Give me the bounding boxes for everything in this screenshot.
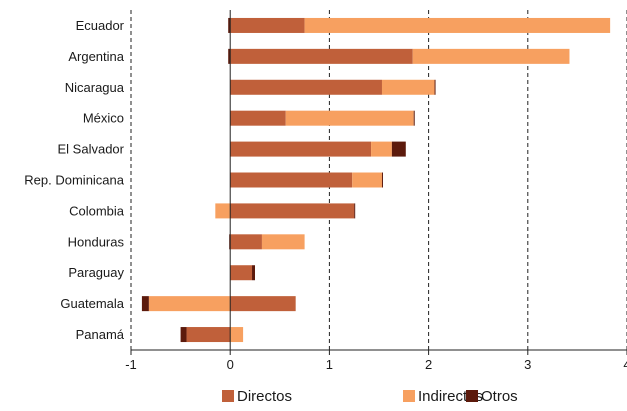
bar-nicaragua-directos bbox=[230, 79, 382, 95]
bar-honduras-directos bbox=[230, 234, 262, 250]
bar-argentina-directos bbox=[230, 48, 413, 64]
category-label-guatemala: Guatemala bbox=[60, 296, 124, 311]
x-tick-label-0: -1 bbox=[125, 357, 137, 372]
bar-mexico-directos bbox=[230, 110, 286, 126]
bar-panama-indirectos bbox=[230, 327, 244, 343]
bar-panama-directos bbox=[186, 327, 231, 343]
bar-panama-otros bbox=[180, 327, 187, 343]
legend-label-directos: Directos bbox=[237, 388, 292, 405]
bar-paraguay-otros bbox=[252, 265, 255, 281]
bar-colombia-otros bbox=[354, 203, 356, 219]
category-label-panama: Panamá bbox=[76, 327, 125, 342]
bar-mexico-indirectos bbox=[285, 110, 414, 126]
labels-layer: Ecuador Argentina Nicaragua México El Salvad… bbox=[24, 18, 627, 372]
bar-ecuador-indirectos bbox=[304, 17, 611, 33]
bar-rep-dominicana-otros bbox=[381, 172, 383, 188]
bar-ecuador-otros bbox=[228, 17, 231, 33]
bars-layer bbox=[141, 17, 611, 343]
legend-swatch-directos bbox=[222, 390, 234, 402]
bar-colombia-indirectos bbox=[215, 203, 231, 219]
bar-el-salvador-indirectos bbox=[371, 141, 392, 157]
bar-guatemala-indirectos bbox=[148, 296, 231, 312]
bar-el-salvador-directos bbox=[230, 141, 372, 157]
bar-nicaragua-otros bbox=[434, 79, 436, 95]
bar-el-salvador-otros bbox=[391, 141, 406, 157]
x-tick-label-2: 1 bbox=[326, 357, 333, 372]
grid-layer bbox=[130, 10, 627, 350]
bar-mexico-otros bbox=[413, 110, 415, 126]
bar-guatemala-directos bbox=[230, 296, 296, 312]
bar-guatemala-otros bbox=[141, 296, 149, 312]
category-label-argentina: Argentina bbox=[68, 49, 124, 64]
category-label-mexico: México bbox=[83, 111, 124, 126]
legend-swatch-indirectos bbox=[403, 390, 415, 402]
category-label-nicaragua: Nicaragua bbox=[65, 80, 125, 95]
category-label-el-salvador: El Salvador bbox=[58, 142, 125, 157]
bar-colombia-directos bbox=[230, 203, 355, 219]
category-label-colombia: Colombia bbox=[69, 203, 125, 218]
legend-label-otros: Otros bbox=[481, 388, 518, 405]
axis-layer bbox=[130, 10, 627, 355]
category-label-honduras: Honduras bbox=[68, 234, 125, 249]
bar-honduras-indirectos bbox=[261, 234, 305, 250]
bar-argentina-otros bbox=[228, 48, 231, 64]
x-tick-label-3: 2 bbox=[425, 357, 432, 372]
category-label-rep-dominicana: Rep. Dominicana bbox=[24, 173, 124, 188]
x-tick-label-4: 3 bbox=[524, 357, 531, 372]
bar-argentina-indirectos bbox=[412, 48, 570, 64]
category-label-paraguay: Paraguay bbox=[68, 265, 124, 280]
legend-swatch-otros bbox=[466, 390, 478, 402]
bar-rep-dominicana-directos bbox=[230, 172, 353, 188]
bar-nicaragua-indirectos bbox=[381, 79, 435, 95]
bar-rep-dominicana-indirectos bbox=[352, 172, 382, 188]
category-label-ecuador: Ecuador bbox=[76, 18, 125, 33]
bar-ecuador-directos bbox=[230, 17, 305, 33]
x-tick-label-1: 0 bbox=[227, 357, 234, 372]
bar-paraguay-directos bbox=[230, 265, 253, 281]
x-tick-label-5: 4 bbox=[623, 357, 627, 372]
